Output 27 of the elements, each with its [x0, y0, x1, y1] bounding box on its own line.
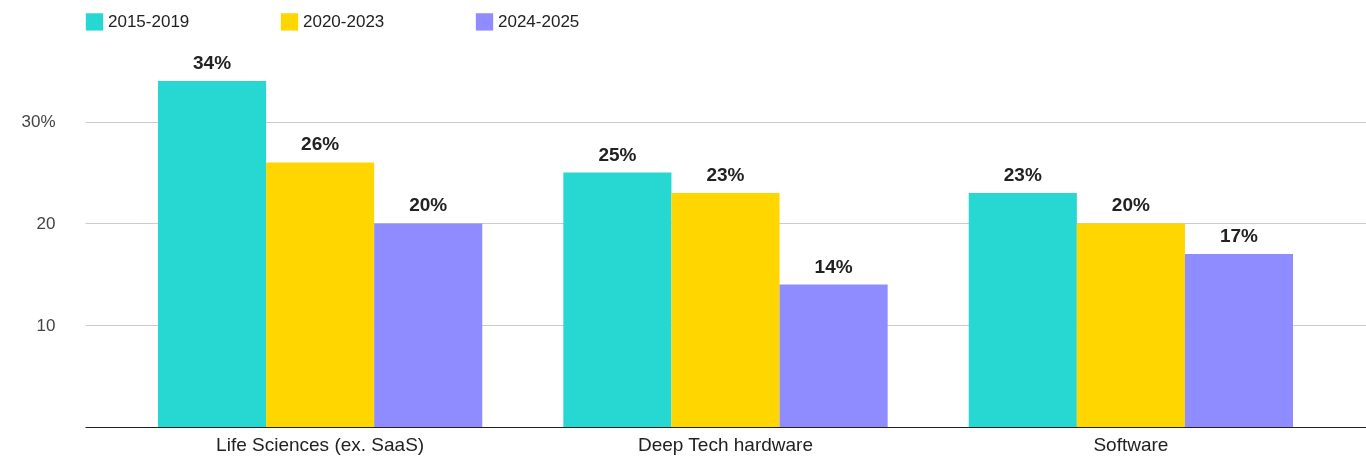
y-tick-label: 30%: [21, 112, 56, 132]
bar: [779, 284, 888, 427]
bar: [968, 192, 1077, 427]
y-tick-label: 20: [36, 213, 56, 233]
data-label: 23%: [706, 163, 745, 185]
bar: [266, 162, 375, 427]
bar: [1184, 254, 1294, 427]
data-label: 20%: [409, 194, 448, 216]
x-tick-label: Software: [1093, 433, 1169, 455]
bar: [1076, 223, 1185, 427]
data-label: 26%: [301, 133, 340, 155]
legend-label: 2015-2019: [108, 11, 190, 31]
bar: [563, 172, 672, 427]
y-tick-label: 10: [36, 315, 56, 335]
bar: [671, 192, 780, 427]
x-tick-label: Deep Tech hardware: [638, 433, 813, 455]
bar: [157, 81, 267, 427]
x-tick-label: Life Sciences (ex. SaaS): [216, 433, 425, 455]
legend-label: 2020-2023: [303, 11, 385, 31]
bar: [374, 223, 483, 427]
data-label: 34%: [193, 52, 232, 73]
data-label: 25%: [598, 143, 637, 165]
data-label: 17%: [1219, 225, 1259, 246]
data-label: 23%: [1003, 163, 1042, 185]
legend-label: 2024-2025: [498, 11, 580, 31]
data-label: 20%: [1111, 194, 1150, 216]
data-label: 14%: [814, 255, 853, 277]
